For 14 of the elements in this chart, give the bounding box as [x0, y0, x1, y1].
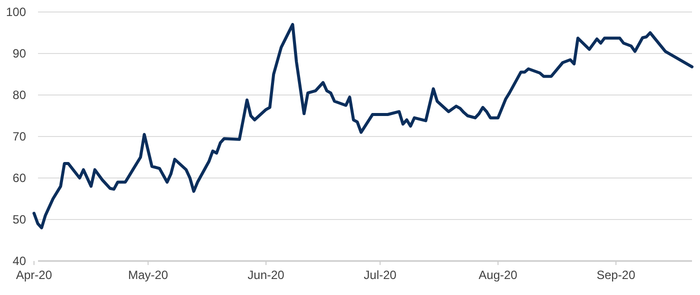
y-tick-label: 40	[12, 254, 26, 268]
x-tick-label: Sep-20	[596, 268, 636, 282]
y-tick-label: 80	[12, 88, 26, 102]
y-tick-label: 90	[12, 46, 26, 60]
x-tick-label: Jun-20	[248, 268, 285, 282]
y-tick-label: 100	[6, 5, 26, 19]
line-series	[32, 22, 694, 230]
y-tick-label: 50	[12, 212, 26, 226]
x-tick-label: Aug-20	[478, 268, 518, 282]
y-tick-label: 60	[12, 171, 26, 185]
y-tick-label: 70	[12, 130, 26, 144]
x-tick-label: May-20	[128, 268, 168, 282]
x-tick-label: Jul-20	[364, 268, 397, 282]
x-tick-label: Apr-20	[16, 268, 52, 282]
